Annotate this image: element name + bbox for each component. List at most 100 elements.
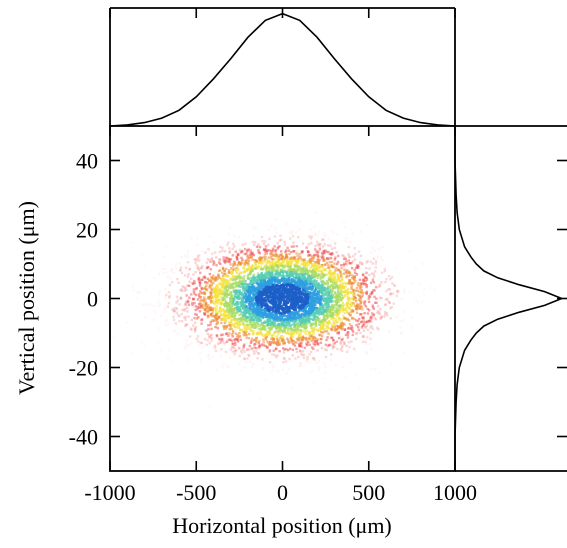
heatmap-point [197,259,201,262]
heatmap-point [320,255,323,258]
heatmap-point [239,319,242,323]
heatmap-point [326,289,329,292]
heatmap-point [306,358,309,361]
heatmap-point [167,322,170,325]
heatmap-point [215,317,219,320]
heatmap-point [184,323,188,326]
heatmap-point [297,236,300,239]
heatmap-point [352,347,356,350]
heatmap-point [265,295,268,299]
heatmap-point [295,290,298,293]
heatmap-point [378,311,381,314]
heatmap-point [258,261,261,265]
heatmap-point [303,266,306,269]
heatmap-point [277,291,280,294]
heatmap-point [291,300,295,304]
heatmap-point [206,258,209,261]
heatmap-point [175,301,178,304]
heatmap-point [331,307,335,310]
heatmap-point [300,299,304,302]
heatmap-point [243,290,247,293]
heatmap-point [320,299,323,302]
heatmap-point [351,232,354,236]
heatmap-point [321,331,324,334]
heatmap-point [331,315,334,318]
heatmap-point [243,282,246,285]
heatmap-point [319,307,322,311]
heatmap-point [203,276,207,280]
heatmap-point [223,272,227,275]
heatmap-point [339,289,343,292]
heatmap-point [258,324,261,328]
heatmap-point [310,330,314,333]
heatmap-point [227,365,230,369]
heatmap-point [211,278,215,281]
heatmap-point [288,257,292,260]
heatmap-point [267,281,270,285]
heatmap-point [206,316,210,319]
heatmap-point [199,300,202,303]
heatmap-point [194,287,198,291]
heatmap-point [212,263,215,266]
heatmap-point [173,322,176,325]
heatmap-point [330,324,334,328]
heatmap-point [190,318,193,322]
heatmap-point [250,276,253,280]
heatmap-point [246,254,249,258]
heatmap-point [297,277,301,280]
heatmap-point [324,318,327,322]
heatmap-point [400,297,403,301]
heatmap-point [297,318,300,321]
heatmap-point [304,284,307,288]
heatmap-point [238,313,241,317]
heatmap-point [315,361,318,365]
heatmap-point [269,255,273,259]
heatmap-point [341,254,344,257]
heatmap-point [183,254,186,257]
heatmap-point [287,340,290,344]
heatmap-point [171,281,174,284]
heatmap-point [248,354,251,357]
heatmap-point [289,324,292,328]
heatmap-point [319,287,323,291]
heatmap-point [228,316,231,320]
heatmap-point [370,317,373,320]
heatmap-point [294,273,298,277]
heatmap-point [370,239,374,242]
heatmap-point [336,326,340,329]
heatmap-point [175,307,179,310]
heatmap-point [331,274,335,277]
heatmap-point [290,386,294,389]
heatmap-point [359,262,362,265]
heatmap-point [321,257,324,260]
heatmap-point [235,349,238,352]
heatmap-point [370,347,373,351]
heatmap-point [219,333,223,337]
heatmap-point [247,262,250,265]
heatmap-point [294,284,297,287]
heatmap-point [341,365,345,369]
heatmap-point [284,324,287,328]
heatmap-point [387,300,390,303]
heatmap-point [247,311,250,314]
heatmap-point [274,284,278,287]
heatmap-point [251,282,255,285]
heatmap-point [272,269,275,273]
heatmap-point [279,293,282,296]
heatmap-point [330,288,333,291]
heatmap-point [164,319,167,323]
heatmap-point [204,251,207,254]
heatmap-point [237,253,240,256]
heatmap-point [380,315,383,319]
heatmap-point [300,302,303,305]
heatmap-point [283,357,286,360]
heatmap-point [307,283,310,286]
heatmap-point [320,273,324,276]
heatmap-point [327,263,330,267]
heatmap-point [271,247,275,250]
heatmap-point [222,325,226,328]
heatmap-point [246,287,249,290]
heatmap-point [241,369,244,372]
heatmap-point [352,330,355,333]
heatmap-point [194,258,198,261]
